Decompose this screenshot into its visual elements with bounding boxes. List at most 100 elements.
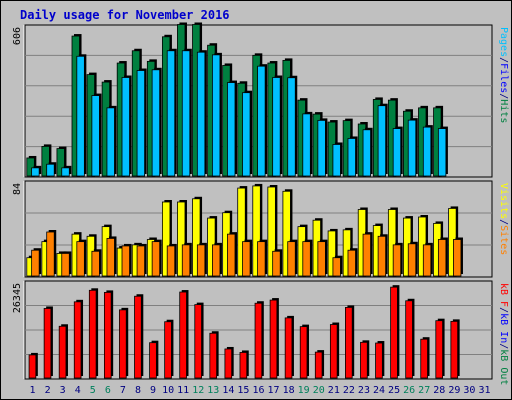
bar-visits-day-12: [192, 198, 201, 277]
legend-entry: kB In: [498, 313, 509, 343]
bar-files-day-2: [46, 163, 55, 177]
bar-files-day-24: [377, 105, 387, 177]
day-label-25: 25: [388, 385, 400, 396]
legend-entry: /: [498, 307, 509, 313]
bar-kb-f-day-25: [390, 286, 398, 379]
bar-files-day-14: [227, 82, 236, 177]
bar-kb-f-day-3: [58, 325, 67, 379]
day-label-3: 3: [60, 385, 66, 396]
day-label-10: 10: [162, 385, 174, 396]
day-label-15: 15: [237, 385, 249, 396]
day-label-29: 29: [448, 385, 460, 396]
bar-kb-f-day-18: [284, 317, 293, 379]
bar-visits-day-25: [387, 209, 397, 277]
bar-files-day-22: [347, 138, 356, 177]
bar-kb-f-day-13: [209, 332, 218, 379]
bar-sites-day-12: [196, 244, 206, 277]
chart-title: Daily usage for November 2016: [20, 8, 230, 22]
day-label-30: 30: [463, 385, 475, 396]
day-label-20: 20: [313, 385, 325, 396]
bar-files-day-12: [196, 51, 206, 177]
bar-sites-day-23: [362, 233, 371, 277]
day-label-27: 27: [418, 385, 430, 396]
bar-visits-day-17: [267, 186, 276, 277]
bar-visits-day-18: [282, 190, 291, 277]
bar-sites-day-10: [166, 245, 176, 277]
day-label-24: 24: [373, 385, 385, 396]
bar-files-day-7: [121, 77, 130, 177]
bar-kb-f-day-2: [43, 308, 52, 379]
bar-kb-f-day-4: [73, 301, 82, 379]
day-label-22: 22: [343, 385, 355, 396]
ymax-label-kbin-kbout: 26345: [12, 283, 23, 313]
bar-kb-f-day-28: [435, 320, 443, 379]
bar-sites-day-8: [136, 245, 146, 277]
day-label-5: 5: [90, 385, 96, 396]
bar-sites-day-6: [106, 238, 115, 277]
day-label-14: 14: [222, 385, 234, 396]
bar-files-day-26: [407, 119, 417, 177]
day-label-2: 2: [45, 385, 51, 396]
day-label-23: 23: [358, 385, 370, 396]
legend-entry: Pages: [498, 27, 509, 57]
legend-entry: kB F: [498, 283, 509, 307]
bar-sites-day-11: [181, 244, 191, 277]
bar-files-day-13: [212, 54, 221, 177]
bar-sites-day-18: [287, 241, 296, 277]
bar-visits-day-21: [327, 230, 337, 277]
day-label-1: 1: [30, 385, 36, 396]
bar-kb-f-day-16: [254, 302, 263, 379]
bar-sites-day-21: [332, 257, 341, 277]
day-label-28: 28: [433, 385, 445, 396]
legend-entry: /: [498, 343, 509, 349]
legend-kbin-kbout: kB F/kB In/kB Out: [498, 283, 509, 385]
bar-kb-f-day-9: [149, 342, 157, 379]
bar-sites-day-14: [227, 233, 236, 277]
bar-files-day-15: [242, 92, 251, 177]
legend-entry: /: [498, 219, 509, 225]
bar-kb-f-day-20: [314, 351, 323, 379]
day-label-18: 18: [283, 385, 295, 396]
bar-sites-day-17: [272, 250, 281, 277]
bar-files-day-28: [437, 128, 447, 177]
bar-sites-day-27: [422, 244, 432, 277]
bar-sites-day-26: [407, 243, 417, 277]
bar-hits-day-3: [56, 148, 65, 177]
bar-sites-day-2: [46, 231, 55, 277]
bar-sites-day-16: [257, 241, 266, 277]
bar-visits-day-10: [161, 201, 171, 277]
bar-files-day-19: [302, 113, 311, 177]
bar-files-day-3: [61, 167, 70, 177]
legend-visits-sites: Visits/Sites: [498, 183, 509, 255]
legend-entry: Hits: [498, 99, 509, 123]
bar-files-day-18: [287, 77, 296, 177]
bar-kb-f-day-10: [164, 321, 172, 379]
bar-sites-day-5: [91, 250, 100, 277]
bar-files-day-23: [362, 129, 371, 177]
day-label-12: 12: [192, 385, 204, 396]
bar-files-day-21: [332, 144, 341, 177]
bar-sites-day-15: [242, 241, 251, 277]
bar-kb-f-day-11: [179, 291, 187, 379]
bar-files-day-8: [136, 70, 146, 177]
bar-visits-day-16: [252, 185, 261, 277]
ymax-label-visits-sites: 84: [12, 183, 23, 195]
bar-kb-f-day-22: [345, 307, 353, 379]
bar-files-day-10: [166, 50, 176, 177]
legend-entry: Visits: [498, 183, 509, 219]
bar-kb-f-day-26: [405, 300, 413, 379]
bar-visits-day-15: [237, 187, 246, 277]
bar-hits-day-2: [41, 146, 50, 177]
bar-kb-f-day-29: [450, 320, 459, 379]
bar-files-day-25: [392, 128, 402, 177]
bar-kb-f-day-24: [375, 342, 383, 379]
day-label-31: 31: [478, 385, 490, 396]
bar-sites-day-4: [76, 241, 85, 277]
day-label-16: 16: [252, 385, 264, 396]
bar-files-day-27: [422, 126, 432, 177]
legend-entry: Sites: [498, 225, 509, 255]
bar-files-day-16: [257, 65, 266, 177]
bar-files-day-5: [91, 95, 100, 177]
